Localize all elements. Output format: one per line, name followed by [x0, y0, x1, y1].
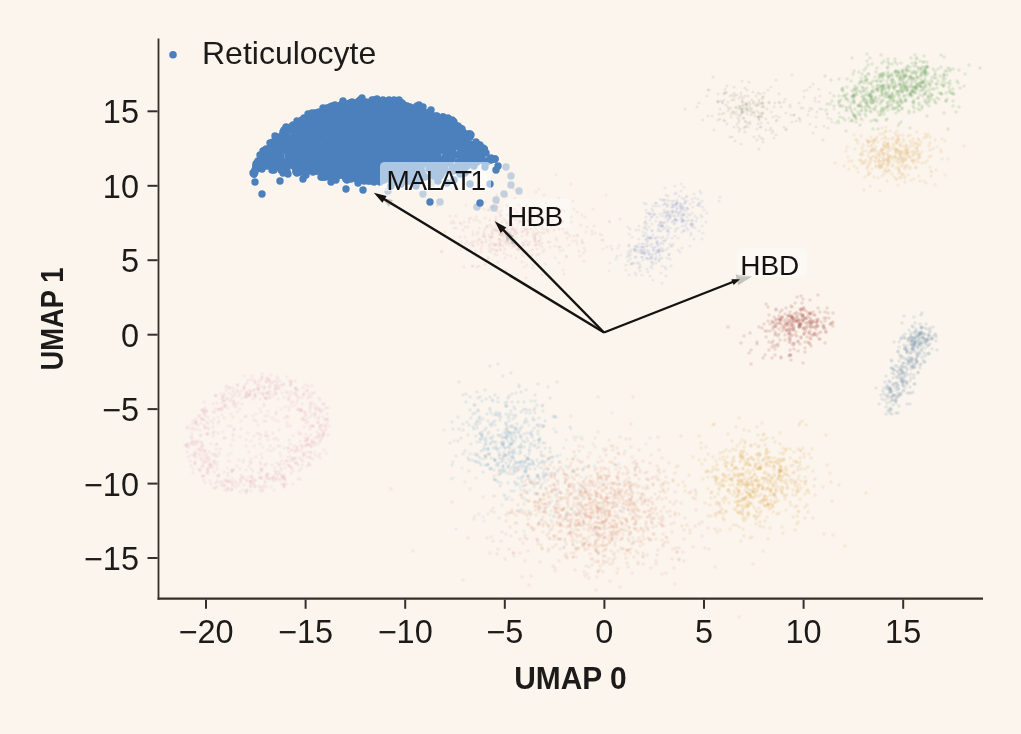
svg-text:−10: −10 [378, 614, 433, 650]
svg-text:HBB: HBB [507, 201, 562, 232]
svg-text:UMAP 1: UMAP 1 [35, 267, 69, 370]
svg-text:0: 0 [595, 614, 613, 650]
svg-text:−5: −5 [486, 614, 523, 650]
svg-text:10: 10 [786, 614, 822, 650]
svg-text:MALAT1: MALAT1 [387, 165, 486, 196]
svg-text:5: 5 [695, 614, 713, 650]
svg-text:−10: −10 [84, 467, 139, 503]
svg-text:0: 0 [121, 318, 139, 354]
svg-text:10: 10 [103, 169, 139, 205]
svg-text:−15: −15 [84, 541, 139, 577]
svg-text:15: 15 [885, 614, 921, 650]
svg-text:Reticulocyte: Reticulocyte [202, 35, 376, 71]
svg-text:UMAP 0: UMAP 0 [514, 661, 627, 695]
svg-text:5: 5 [121, 243, 139, 279]
svg-text:HBD: HBD [740, 250, 799, 281]
svg-text:−20: −20 [178, 614, 233, 650]
svg-text:−5: −5 [102, 392, 139, 428]
svg-text:15: 15 [103, 94, 139, 130]
svg-text:−15: −15 [278, 614, 333, 650]
